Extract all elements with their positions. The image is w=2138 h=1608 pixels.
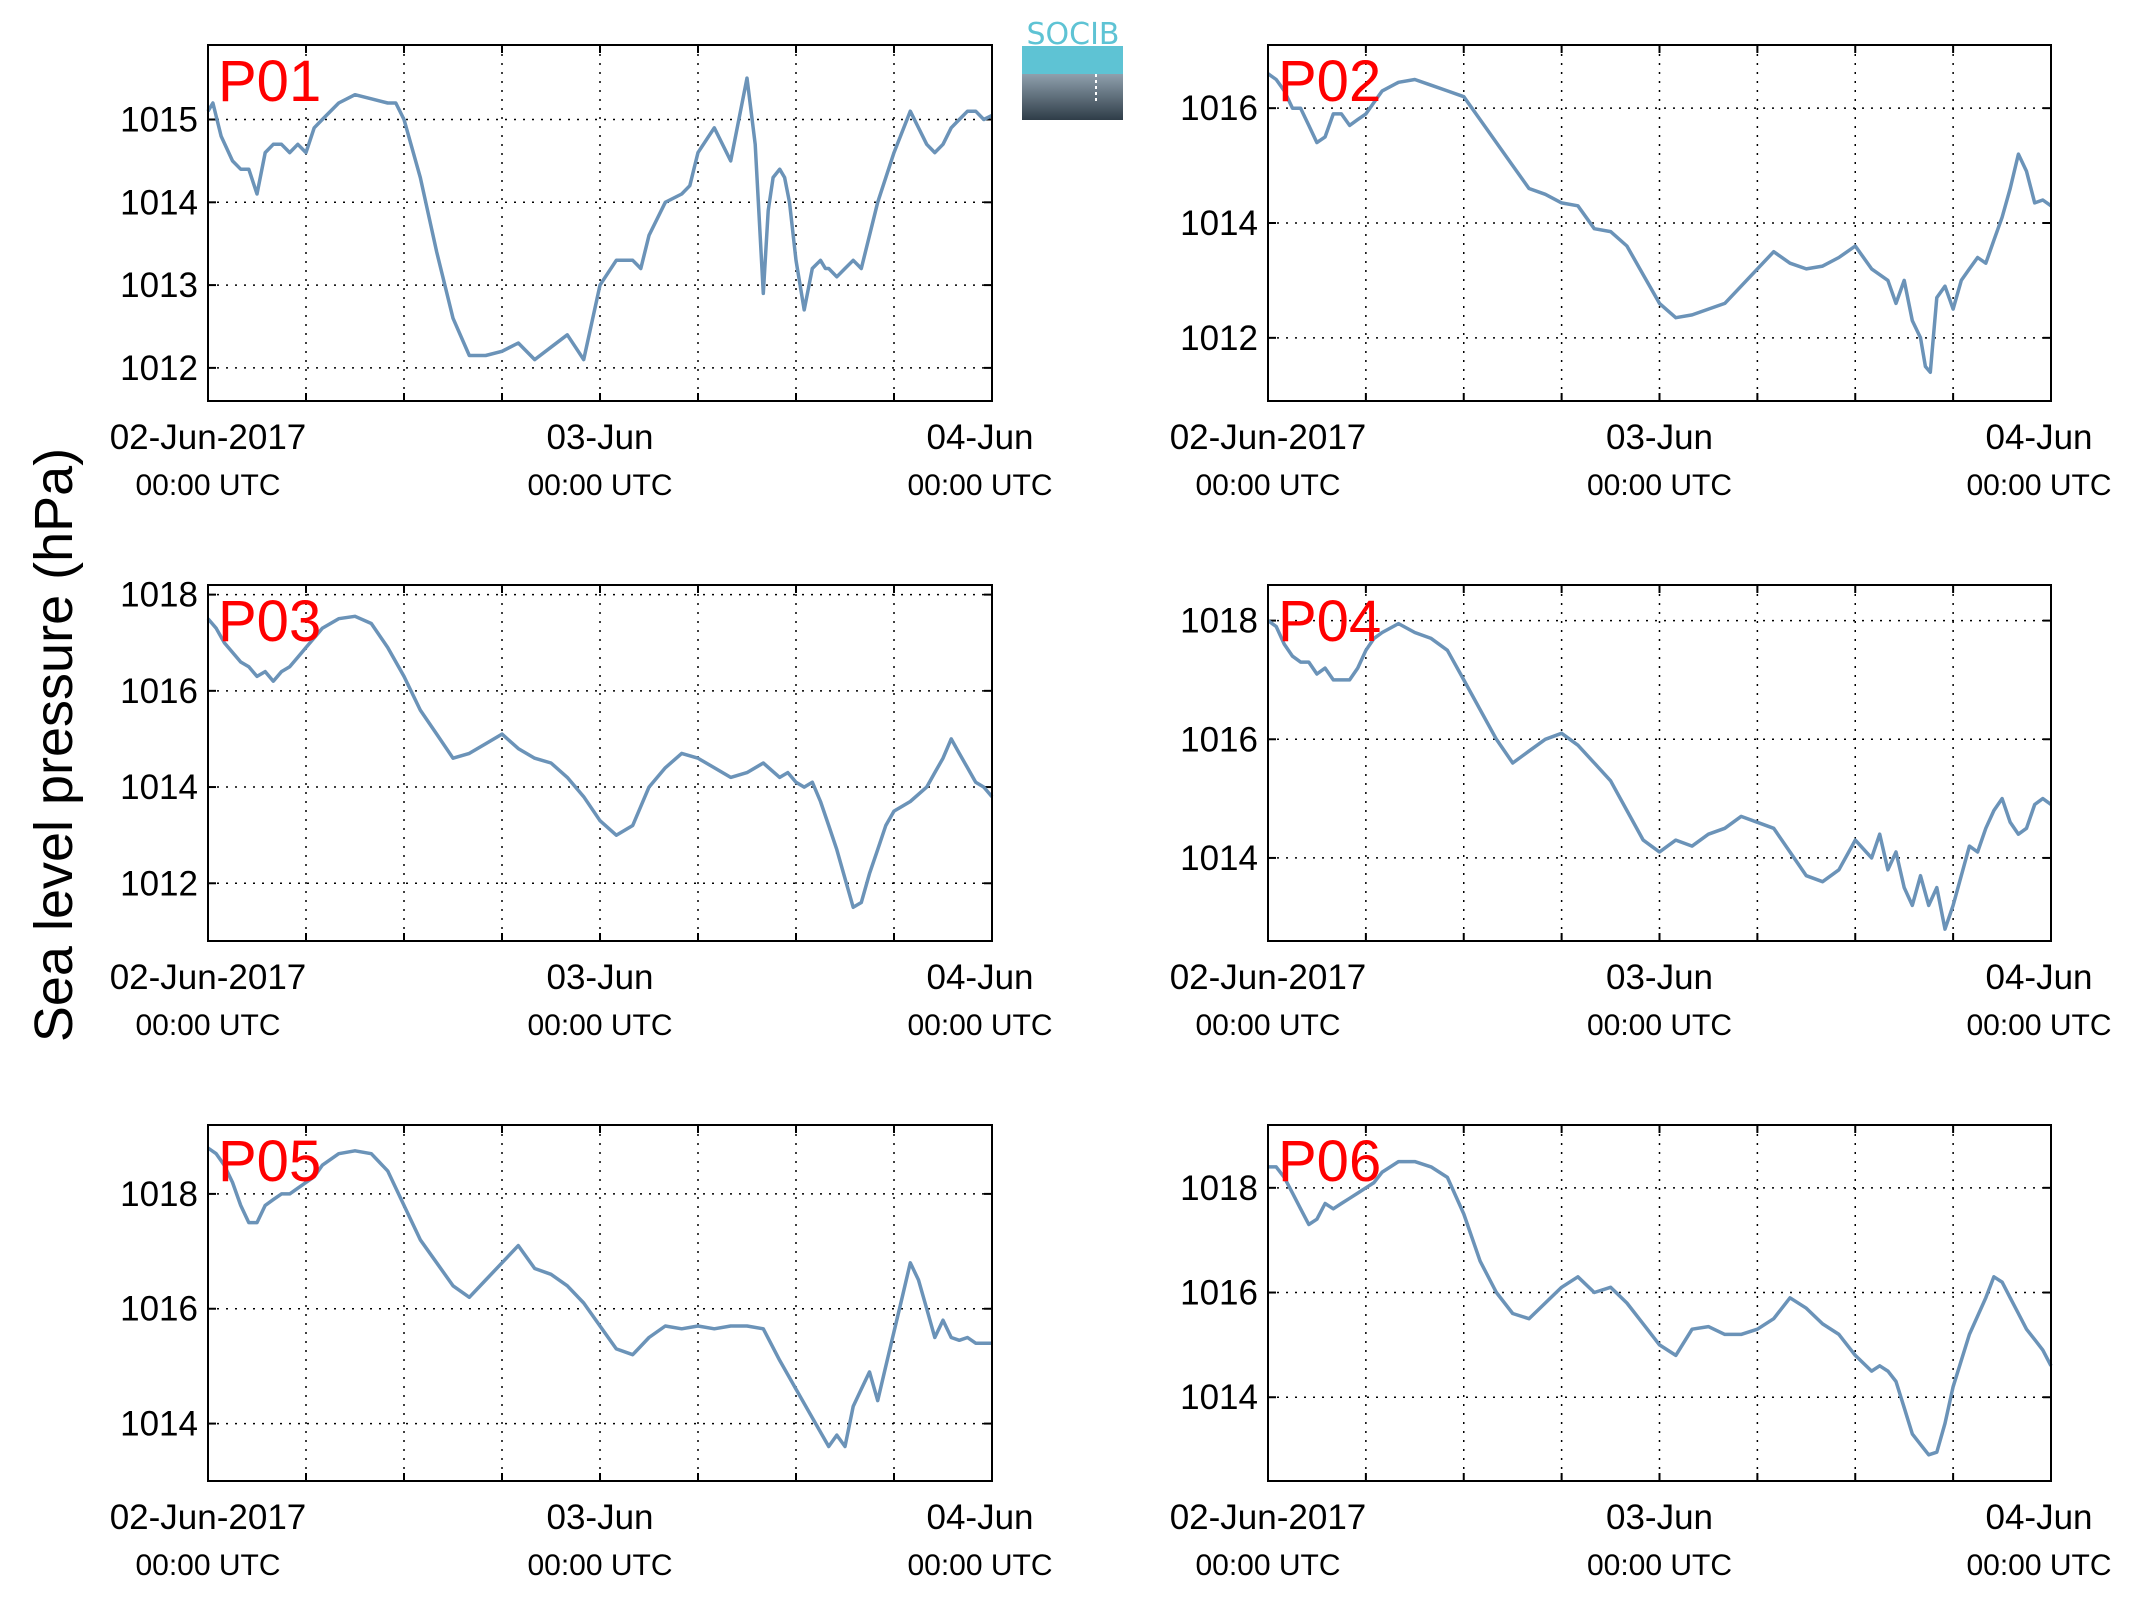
x-tick-sublabel: 00:00 UTC <box>1966 1549 2111 1582</box>
x-tick-sublabel: 00:00 UTC <box>1966 1009 2111 1042</box>
x-tick-label: 04-Jun <box>1985 958 2092 997</box>
y-tick-label: 1018 <box>120 1175 198 1214</box>
y-tick-label: 1016 <box>1180 720 1258 759</box>
series-line <box>207 1146 992 1449</box>
x-tick-sublabel: 00:00 UTC <box>907 1009 1052 1042</box>
x-tick-sublabel: 00:00 UTC <box>527 1549 672 1582</box>
y-tick-label: 1015 <box>120 101 198 140</box>
x-tick-sublabel: 00:00 UTC <box>527 469 672 502</box>
y-tick-label: 1012 <box>120 864 198 903</box>
panel-label: P05 <box>218 1129 321 1194</box>
panel-label: P04 <box>1278 589 1381 654</box>
y-tick-label: 1014 <box>1180 839 1258 878</box>
x-tick-label: 02-Jun-2017 <box>110 1498 307 1537</box>
x-tick-sublabel: 00:00 UTC <box>1587 469 1732 502</box>
plot-frame <box>1267 44 2052 402</box>
x-tick-label: 02-Jun-2017 <box>1170 958 1367 997</box>
x-tick-label: 04-Jun <box>926 1498 1033 1537</box>
y-tick-label: 1014 <box>120 768 198 807</box>
y-tick-label: 1014 <box>1180 204 1258 243</box>
series-line <box>206 76 993 362</box>
x-tick-label: 03-Jun <box>546 418 653 457</box>
y-tick-label: 1018 <box>120 576 198 615</box>
x-tick-sublabel: 00:00 UTC <box>1195 1009 1340 1042</box>
y-axis-label: Sea level pressure (hPa) <box>24 448 84 1042</box>
socib-logo: SOCIB <box>1022 17 1123 120</box>
y-tick-label: 1014 <box>120 1405 198 1444</box>
x-tick-label: 04-Jun <box>926 958 1033 997</box>
panel-label: P03 <box>218 589 321 654</box>
panels: 1012 1013 1014 1015 02-Jun-2017 00:00 UTC 03-J… <box>110 44 2112 1582</box>
plot-frame <box>207 1124 993 1482</box>
series-line <box>1266 72 2053 375</box>
x-tick-label: 03-Jun <box>546 958 653 997</box>
x-tick-label: 02-Jun-2017 <box>110 958 307 997</box>
x-tick-sublabel: 00:00 UTC <box>907 1549 1052 1582</box>
panel-p03: 1012 1014 1016 1018 02-Jun-2017 00:00 UTC 03-J… <box>110 576 1053 1042</box>
socib-logo-wave <box>1022 46 1123 74</box>
x-tick-label: 04-Jun <box>1985 418 2092 457</box>
y-tick-label: 1018 <box>1180 602 1258 641</box>
panel-label: P02 <box>1278 49 1381 114</box>
x-tick-label: 03-Jun <box>1606 418 1713 457</box>
x-tick-label: 03-Jun <box>1606 1498 1713 1537</box>
plot-frame <box>207 584 993 942</box>
y-tick-label: 1016 <box>120 672 198 711</box>
x-tick-label: 03-Jun <box>546 1498 653 1537</box>
socib-logo-block <box>1022 74 1123 120</box>
x-tick-sublabel: 00:00 UTC <box>135 1009 280 1042</box>
plot-frame <box>207 44 993 402</box>
socib-logo-text: SOCIB <box>1026 17 1119 52</box>
x-tick-sublabel: 00:00 UTC <box>1966 469 2111 502</box>
plot-frame <box>1267 1124 2052 1482</box>
plot-frame <box>1267 584 2052 942</box>
y-tick-label: 1012 <box>120 349 198 388</box>
panel-p01: 1012 1013 1014 1015 02-Jun-2017 00:00 UTC 03-J… <box>110 44 1053 502</box>
y-tick-label: 1014 <box>1180 1378 1258 1417</box>
x-tick-sublabel: 00:00 UTC <box>907 469 1052 502</box>
x-tick-sublabel: 00:00 UTC <box>1195 1549 1340 1582</box>
y-tick-label: 1018 <box>1180 1169 1258 1208</box>
panel-p06: 1014 1016 1018 02-Jun-2017 00:00 UTC 03-Jun 00… <box>1170 1124 2112 1582</box>
x-tick-label: 02-Jun-2017 <box>1170 418 1367 457</box>
panel-p02: 1012 1014 1016 02-Jun-2017 00:00 UTC 03-Jun 00… <box>1170 44 2112 502</box>
y-tick-label: 1014 <box>120 183 198 222</box>
y-tick-label: 1016 <box>1180 89 1258 128</box>
x-tick-sublabel: 00:00 UTC <box>1587 1549 1732 1582</box>
series-line <box>206 614 994 910</box>
panel-p04: 1014 1016 1018 02-Jun-2017 00:00 UTC 03-Jun 00… <box>1170 584 2112 1042</box>
x-tick-sublabel: 00:00 UTC <box>1195 469 1340 502</box>
x-tick-label: 02-Jun-2017 <box>110 418 307 457</box>
x-tick-label: 03-Jun <box>1606 958 1713 997</box>
x-tick-sublabel: 00:00 UTC <box>135 1549 280 1582</box>
series-line <box>1266 619 2053 931</box>
y-tick-label: 1012 <box>1180 319 1258 358</box>
y-tick-label: 1016 <box>1180 1274 1258 1313</box>
panel-p05: 1014 1016 1018 02-Jun-2017 00:00 UTC 03-Jun 00… <box>110 1124 1053 1582</box>
x-tick-label: 04-Jun <box>926 418 1033 457</box>
panel-label: P01 <box>218 49 321 114</box>
x-tick-sublabel: 00:00 UTC <box>1587 1009 1732 1042</box>
series-line <box>1268 1159 2053 1457</box>
x-tick-label: 04-Jun <box>1985 1498 2092 1537</box>
x-tick-label: 02-Jun-2017 <box>1170 1498 1367 1537</box>
x-tick-sublabel: 00:00 UTC <box>135 469 280 502</box>
y-tick-label: 1016 <box>120 1290 198 1329</box>
x-tick-sublabel: 00:00 UTC <box>527 1009 672 1042</box>
y-tick-label: 1013 <box>120 266 198 305</box>
panel-label: P06 <box>1278 1129 1381 1194</box>
